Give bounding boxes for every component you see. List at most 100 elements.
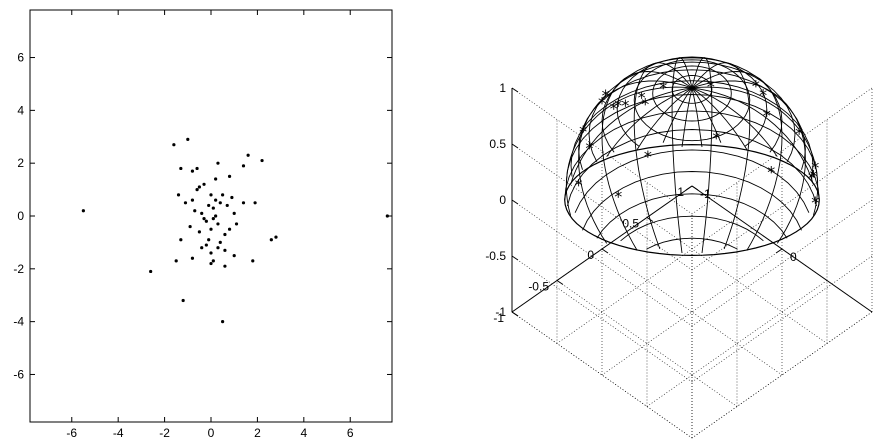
sphere-meridian [691, 71, 783, 251]
data-point [188, 224, 192, 229]
grid-line [556, 280, 738, 407]
sphere-meridian [578, 80, 693, 244]
y-tick-label: -0.5 [528, 280, 549, 294]
x-tick-label: 0 [790, 250, 797, 264]
data-point: * [759, 86, 767, 105]
data-point [223, 232, 227, 237]
z-tick-mark [511, 255, 519, 261]
data-point [211, 259, 215, 263]
data-point [232, 254, 236, 258]
data-point: * [598, 94, 606, 113]
y-tick-mark [511, 311, 519, 317]
sphere-meridian [691, 87, 778, 157]
data-point [214, 214, 218, 218]
x-tick-mark [775, 248, 783, 254]
data-point: * [810, 166, 818, 185]
data-point: * [575, 176, 583, 195]
z-tick-label: 1 [499, 81, 506, 95]
data-point [186, 137, 190, 142]
grid-line [601, 248, 783, 376]
data-point [193, 209, 197, 213]
data-point [216, 246, 220, 250]
data-point: * [659, 79, 667, 98]
data-point [385, 214, 389, 218]
data-point [225, 203, 229, 208]
y-tick-label: 2 [17, 156, 24, 170]
data-point [221, 320, 225, 324]
grid-line [556, 217, 738, 344]
data-point: * [602, 86, 610, 105]
data-point: * [621, 96, 629, 115]
data-point [197, 230, 201, 234]
sphere-meridian [662, 87, 693, 143]
data-point: * [585, 139, 593, 158]
sphere-outline [564, 143, 820, 257]
data-point [216, 222, 220, 226]
data-point: * [811, 158, 819, 177]
z-tick-mark [511, 143, 519, 149]
sphere-meridian [691, 87, 703, 148]
data-point [207, 203, 211, 208]
data-point [209, 227, 213, 231]
x-tick-label: -6 [66, 426, 77, 439]
sphere-meridian [681, 87, 693, 148]
sphere-meridian [671, 57, 693, 254]
data-point [230, 195, 234, 200]
y-tick-label: 0.5 [622, 217, 639, 231]
y-tick-label: 0 [17, 209, 24, 223]
sphere-meridian [691, 87, 748, 150]
sphere-meridian [606, 87, 693, 157]
data-point: * [712, 128, 720, 147]
sphere-latitude [565, 94, 819, 183]
data-point [241, 164, 246, 168]
data-point [211, 206, 215, 210]
data-point: * [752, 77, 760, 96]
data-point: * [638, 88, 646, 107]
data-point [211, 217, 215, 221]
y-tick-label: -1 [493, 311, 504, 325]
grid-line [511, 199, 693, 327]
data-point [204, 219, 208, 223]
data-point [214, 177, 218, 181]
y-tick-mark [691, 185, 699, 191]
data-point [195, 187, 199, 192]
data-point: * [763, 106, 771, 125]
data-point [174, 259, 178, 263]
x-tick-label: -4 [113, 426, 124, 439]
data-point [241, 201, 246, 205]
grid-line [601, 248, 783, 376]
x-tick-label: 6 [347, 426, 354, 439]
data-point [190, 256, 195, 260]
data-point: * [614, 96, 622, 115]
data-point [179, 238, 183, 242]
sphere-latitude [601, 57, 783, 153]
y-tick-label: 4 [17, 103, 24, 117]
grid-line [646, 217, 828, 344]
data-point [216, 161, 220, 165]
data-point: * [644, 147, 652, 166]
y-tick-mark [556, 280, 564, 285]
data-point [232, 211, 236, 215]
grid-line [691, 87, 873, 215]
data-point: * [641, 95, 649, 114]
data-point [207, 238, 211, 242]
sphere-latitude [588, 61, 796, 162]
z-tick-label: -1 [495, 305, 506, 319]
y-tick-label: 0 [587, 248, 594, 262]
sphere-meridian [601, 71, 693, 251]
data-point: * [614, 187, 622, 206]
y-tick-label: 1 [677, 185, 684, 199]
grid-line [691, 143, 873, 271]
sphere-meridian [691, 62, 751, 250]
data-point [176, 193, 181, 197]
data-point [81, 209, 85, 213]
data-point [172, 143, 176, 147]
data-point: * [808, 168, 816, 187]
data-point [218, 240, 222, 245]
data-point: * [795, 124, 803, 143]
sphere-meridian [636, 87, 693, 150]
sphere-latitude [620, 215, 764, 242]
sphere-meridian [570, 87, 693, 185]
grid-line [511, 87, 693, 215]
sphere-latitude [616, 56, 768, 147]
